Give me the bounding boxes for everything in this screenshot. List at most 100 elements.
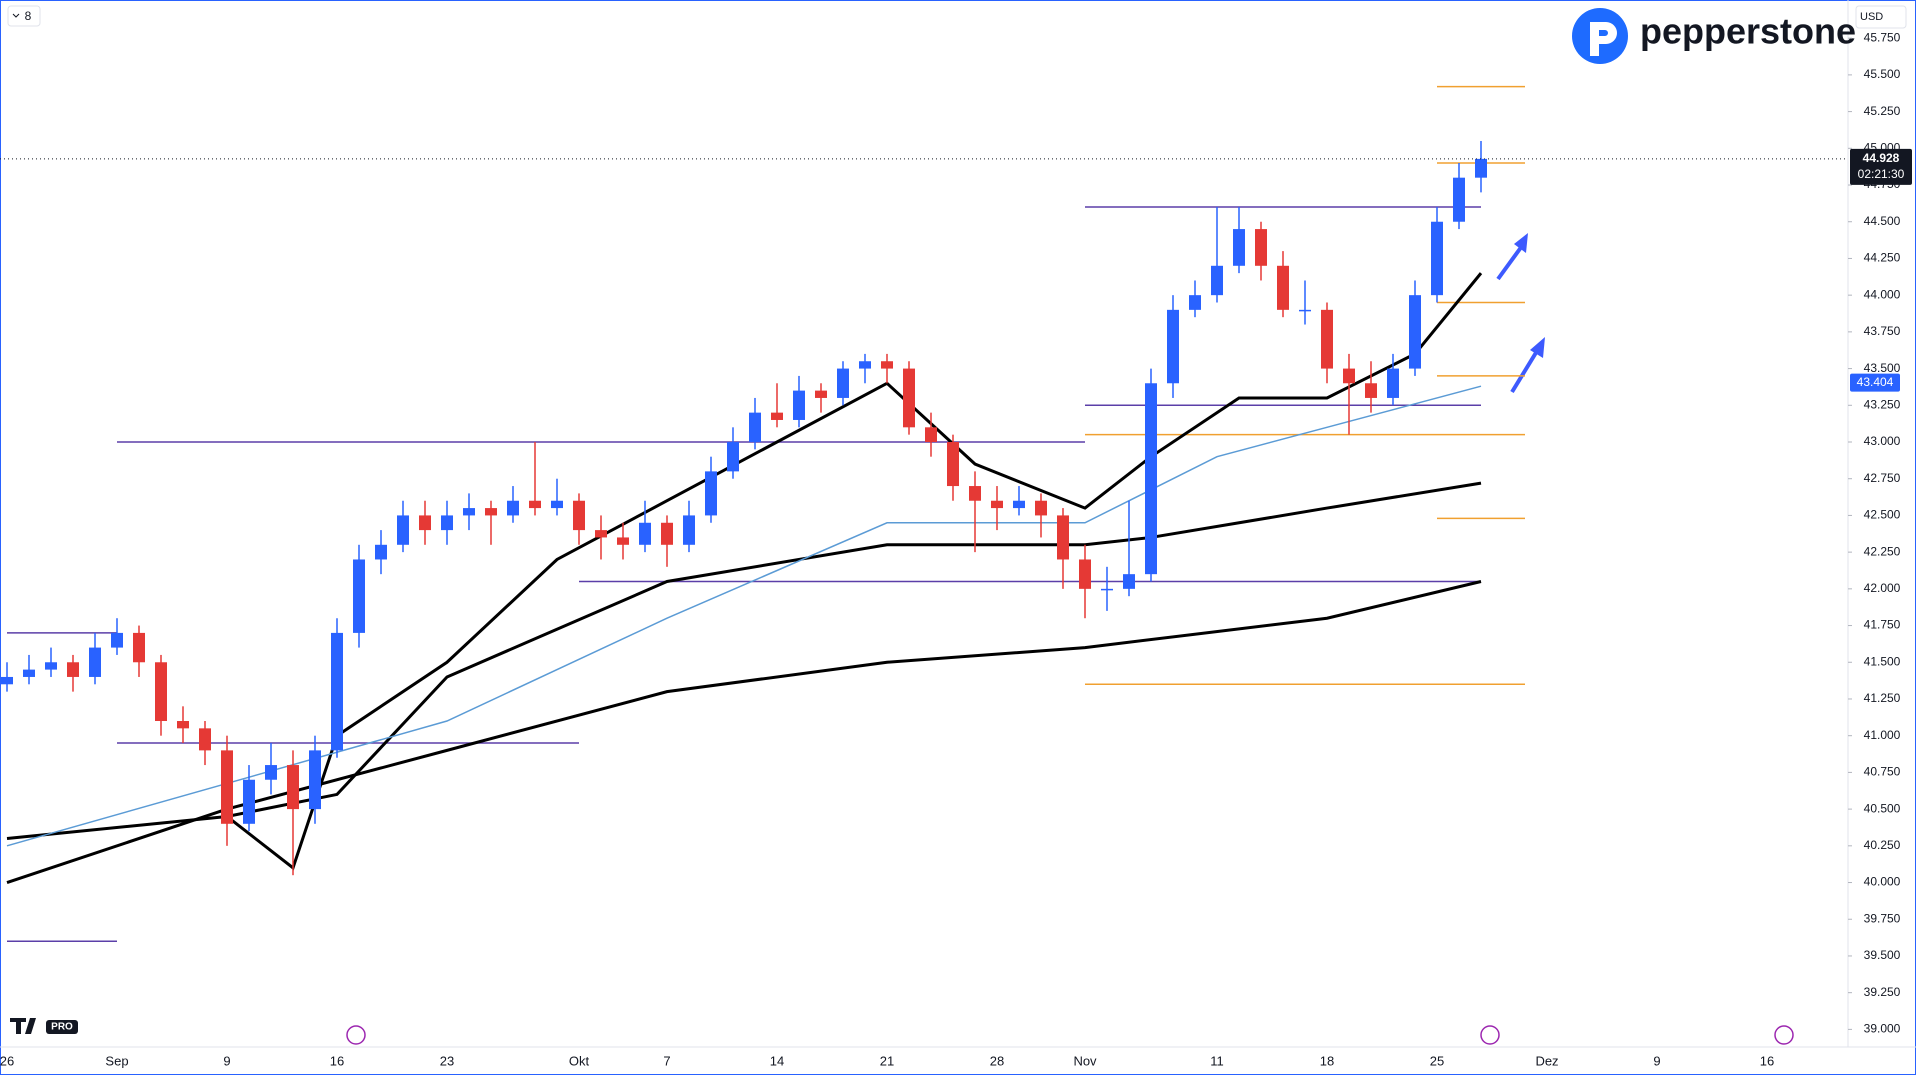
logo: pepperstone bbox=[1572, 8, 1856, 64]
x-tick-label: 16 bbox=[1760, 1053, 1774, 1068]
x-tick-label: Sep bbox=[105, 1053, 128, 1068]
event-icon[interactable] bbox=[1480, 1025, 1500, 1045]
y-tick-label: 44.250 bbox=[1864, 251, 1901, 265]
x-tick-label: 9 bbox=[1653, 1053, 1660, 1068]
candle-body bbox=[1189, 295, 1201, 310]
currency-button[interactable] bbox=[1855, 5, 1907, 29]
candle-body bbox=[1277, 265, 1289, 310]
candle-body bbox=[1211, 265, 1223, 296]
candle-body bbox=[243, 779, 255, 824]
x-tick-label: 28 bbox=[990, 1053, 1004, 1068]
candle-body bbox=[23, 669, 35, 677]
y-tick-label: 40.750 bbox=[1864, 765, 1901, 779]
chevron-icon bbox=[12, 13, 20, 18]
event-icon[interactable] bbox=[1774, 1025, 1794, 1045]
moving-average bbox=[6, 580, 1482, 884]
candle-body bbox=[925, 427, 937, 443]
x-tick-label: 21 bbox=[880, 1053, 894, 1068]
candle-body bbox=[507, 500, 519, 516]
badge-bg bbox=[46, 1020, 78, 1034]
y-tick-label: 40.500 bbox=[1864, 801, 1901, 815]
candle-body bbox=[375, 544, 387, 560]
candle-body bbox=[815, 390, 827, 398]
arrow bbox=[1510, 349, 1539, 394]
candle-body bbox=[1145, 383, 1157, 575]
plot bbox=[1, 85, 1525, 943]
logo-p bbox=[1590, 22, 1617, 56]
y-tick-label: 43.500 bbox=[1864, 361, 1901, 375]
time-icons bbox=[346, 1025, 1794, 1045]
candle-body bbox=[969, 486, 981, 501]
candle-body bbox=[1079, 559, 1091, 589]
y-tick-label: 42.250 bbox=[1864, 544, 1901, 558]
candle-body bbox=[1409, 295, 1421, 369]
candle-body bbox=[683, 515, 695, 545]
x-tick-label: 16 bbox=[330, 1053, 344, 1068]
y-tick-label: 40.250 bbox=[1864, 838, 1901, 852]
candle-body bbox=[331, 632, 343, 751]
y-tick-label: 44.500 bbox=[1864, 214, 1901, 228]
candle-body bbox=[1431, 221, 1443, 296]
candle-body bbox=[353, 559, 365, 633]
x-tick-label: 9 bbox=[223, 1053, 230, 1068]
y-tick-label: 42.750 bbox=[1864, 471, 1901, 485]
y-tick-label: 40.000 bbox=[1864, 875, 1901, 889]
moving-average bbox=[6, 481, 1482, 840]
arrow-head bbox=[1514, 233, 1528, 253]
candle-body bbox=[1013, 500, 1025, 509]
candle-body bbox=[441, 515, 453, 531]
arrow-head bbox=[1530, 337, 1545, 358]
candle-body bbox=[1101, 588, 1113, 591]
y-tick-label: 39.750 bbox=[1864, 911, 1901, 925]
candle-body bbox=[177, 721, 189, 729]
candle-body bbox=[265, 765, 277, 780]
candle-body bbox=[1035, 500, 1047, 516]
candle-body bbox=[1, 676, 13, 685]
y-tick-label: 42.000 bbox=[1864, 581, 1901, 595]
y-tick-label: 45.250 bbox=[1864, 104, 1901, 118]
x-tick-label: Okt bbox=[569, 1053, 590, 1068]
candle-body bbox=[793, 390, 805, 420]
currency: USD bbox=[1860, 11, 1883, 23]
candle-body bbox=[1365, 383, 1377, 398]
x-tick-label: 11 bbox=[1210, 1053, 1224, 1068]
candle-body bbox=[551, 500, 563, 509]
badge: PRO bbox=[51, 1022, 73, 1033]
x-tick-label: 26 bbox=[0, 1053, 14, 1068]
tv-mark bbox=[10, 1018, 36, 1034]
event-icon[interactable] bbox=[346, 1025, 366, 1045]
marked-price-label: 43.404 bbox=[1857, 375, 1894, 389]
x-tick-label: Nov bbox=[1073, 1053, 1097, 1068]
candle-body bbox=[837, 368, 849, 398]
candle-body bbox=[617, 537, 629, 545]
tv-logo: PRO bbox=[10, 1018, 78, 1034]
candle-body bbox=[221, 750, 233, 824]
candle-body bbox=[419, 515, 431, 531]
candle-body bbox=[45, 662, 57, 670]
countdown: 02:21:30 bbox=[1858, 167, 1905, 181]
candle-body bbox=[463, 508, 475, 516]
candle-body bbox=[881, 361, 893, 369]
interval: 8 bbox=[25, 9, 32, 23]
candle-body bbox=[155, 662, 167, 722]
candle-body bbox=[903, 368, 915, 428]
moving-average bbox=[6, 385, 1482, 847]
candle-body bbox=[573, 500, 585, 531]
candle-body bbox=[397, 515, 409, 545]
y-tick-label: 42.500 bbox=[1864, 508, 1901, 522]
candle-body bbox=[529, 500, 541, 509]
y-tick-label: 39.500 bbox=[1864, 948, 1901, 962]
y-tick-label: 39.250 bbox=[1864, 985, 1901, 999]
logo-text: pepperstone bbox=[1640, 11, 1856, 52]
x-tick-label: 23 bbox=[440, 1053, 454, 1068]
candle-body bbox=[1475, 158, 1487, 178]
y-tick-label: 41.500 bbox=[1864, 654, 1901, 668]
interval-button[interactable] bbox=[7, 5, 41, 27]
y-tick-label: 45.500 bbox=[1864, 67, 1901, 81]
candle-body bbox=[1123, 574, 1135, 589]
candle-body bbox=[1255, 229, 1267, 266]
last-price-box bbox=[1850, 148, 1912, 185]
y-tick-label: 43.250 bbox=[1864, 397, 1901, 411]
